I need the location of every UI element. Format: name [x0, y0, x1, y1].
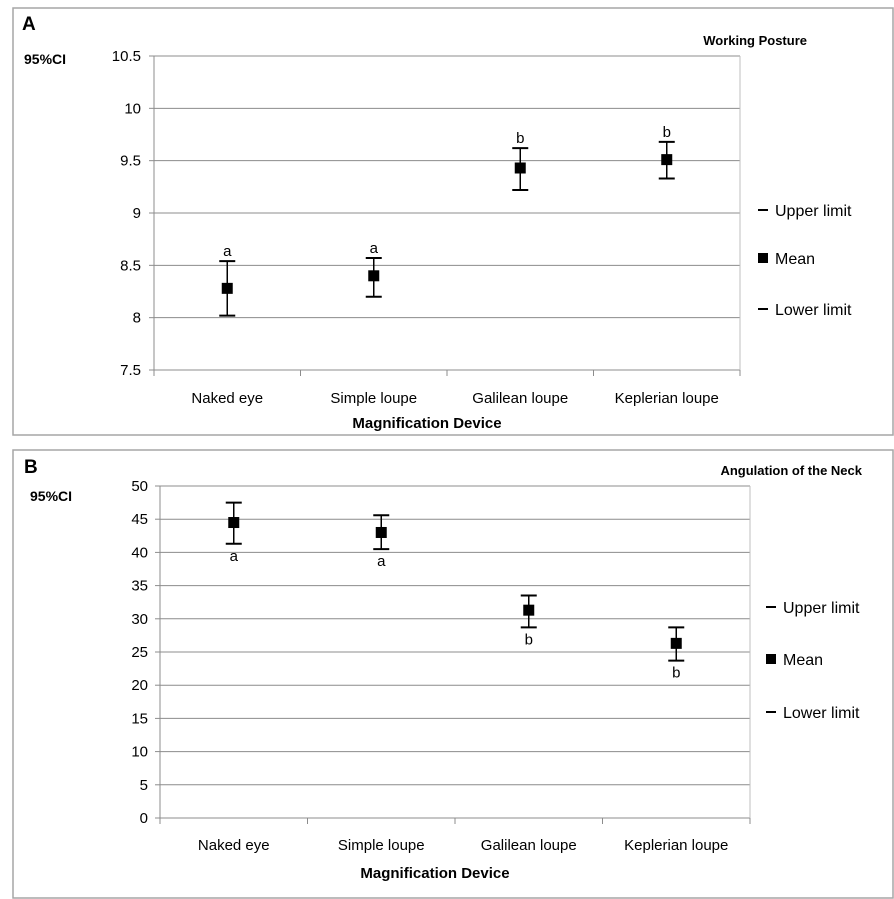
- y-tick-label: 7.5: [120, 362, 141, 379]
- y-tick-label: 10.5: [112, 48, 141, 65]
- x-tick-label: Simple loupe: [338, 837, 425, 854]
- legend-mean-marker: [758, 253, 768, 263]
- y-tick-label: 10: [124, 100, 141, 117]
- legend-mean-label: Mean: [783, 652, 823, 669]
- y-axis-label: 95%CI: [24, 51, 66, 67]
- y-tick-label: 10: [131, 744, 148, 761]
- panel-a-frame: [12, 7, 894, 436]
- mean-marker: [670, 637, 682, 649]
- significance-letter: b: [525, 631, 533, 648]
- y-axis-label: 95%CI: [30, 488, 72, 504]
- panel-label: A: [22, 14, 36, 35]
- y-tick-label: 25: [131, 644, 148, 661]
- y-tick-label: 20: [131, 677, 148, 694]
- y-tick-label: 30: [131, 611, 148, 628]
- x-tick-label: Naked eye: [198, 837, 270, 854]
- significance-letter: b: [516, 130, 524, 147]
- y-tick-label: 45: [131, 511, 148, 528]
- panel-b-frame: [12, 449, 894, 899]
- significance-letter: a: [370, 240, 379, 257]
- mean-marker: [368, 270, 380, 282]
- y-tick-label: 9: [133, 205, 141, 222]
- significance-letter: a: [230, 548, 239, 565]
- significance-letter: b: [663, 124, 671, 141]
- mean-marker: [228, 517, 240, 529]
- significance-letter: b: [672, 665, 680, 682]
- y-tick-label: 8: [133, 310, 141, 327]
- x-axis-title: Magnification Device: [352, 415, 501, 432]
- legend-mean-marker: [766, 654, 776, 664]
- mean-marker: [375, 526, 387, 538]
- legend-lower-limit-label: Lower limit: [775, 302, 852, 319]
- y-tick-label: 0: [140, 810, 148, 827]
- legend-upper-limit-label: Upper limit: [775, 203, 852, 220]
- y-tick-label: 9.5: [120, 153, 141, 170]
- mean-marker: [514, 162, 526, 174]
- panel-label: B: [24, 457, 38, 478]
- y-tick-label: 50: [131, 478, 148, 495]
- legend-upper-limit-label: Upper limit: [783, 600, 860, 617]
- panel-a: A Working Posture 95%CI 7.5 8 8.5 9 9.5 10 10.5 Na…: [22, 14, 852, 432]
- chart-title: Angulation of the Neck: [720, 463, 862, 478]
- mean-marker: [221, 282, 233, 294]
- y-tick-label: 40: [131, 544, 148, 561]
- legend-lower-limit-label: Lower limit: [783, 705, 860, 722]
- mean-marker: [661, 154, 673, 166]
- x-tick-label: Galilean loupe: [481, 837, 577, 854]
- x-tick-label: Keplerian loupe: [615, 390, 719, 407]
- x-tick-label: Keplerian loupe: [624, 837, 728, 854]
- x-axis-title: Magnification Device: [360, 865, 509, 882]
- mean-marker: [523, 604, 535, 616]
- x-tick-label: Naked eye: [191, 390, 263, 407]
- y-tick-label: 8.5: [120, 257, 141, 274]
- y-tick-label: 5: [140, 777, 148, 794]
- y-tick-label: 35: [131, 578, 148, 595]
- significance-letter: a: [223, 243, 232, 260]
- chart-title: Working Posture: [703, 33, 807, 48]
- panel-b: B Angulation of the Neck 95%CI 0 5 10 15 20 25 30…: [24, 457, 863, 882]
- y-tick-label: 15: [131, 710, 148, 727]
- x-tick-label: Galilean loupe: [472, 390, 568, 407]
- x-tick-label: Simple loupe: [330, 390, 417, 407]
- legend-mean-label: Mean: [775, 251, 815, 268]
- significance-letter: a: [377, 553, 386, 570]
